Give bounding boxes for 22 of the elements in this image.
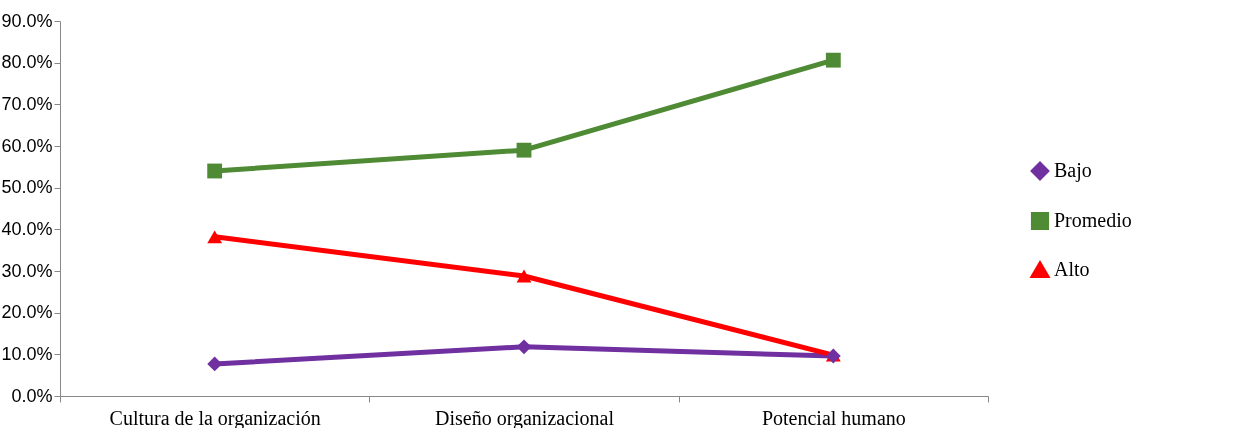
y-tick-label: 10.0%: [1, 343, 53, 364]
y-tick-label: 60.0%: [1, 135, 53, 156]
point: [825, 52, 841, 68]
y-tick-label: 50.0%: [1, 177, 53, 198]
y-tick-label: 80.0%: [1, 52, 53, 73]
x-tick-label: Cultura de la organización: [109, 406, 321, 430]
y-tick-label: 30.0%: [1, 260, 53, 281]
y-tick-label: 0.0%: [11, 385, 53, 406]
legend-label: Promedio: [1054, 209, 1132, 231]
y-tick-label: 40.0%: [1, 218, 53, 239]
point: [516, 142, 532, 158]
point: [207, 230, 223, 244]
point: [516, 269, 532, 283]
point: [516, 339, 532, 355]
legend-label: Bajo: [1054, 159, 1092, 182]
y-tick-label: 90.0%: [1, 10, 53, 31]
y-tick-label: 20.0%: [1, 302, 53, 323]
point: [207, 163, 223, 179]
legend-label: Alto: [1054, 258, 1090, 280]
x-tick-label: Potencial humano: [761, 406, 906, 429]
x-tick-label: Diseño organizacional: [434, 406, 615, 430]
y-tick-label: 70.0%: [1, 93, 53, 114]
